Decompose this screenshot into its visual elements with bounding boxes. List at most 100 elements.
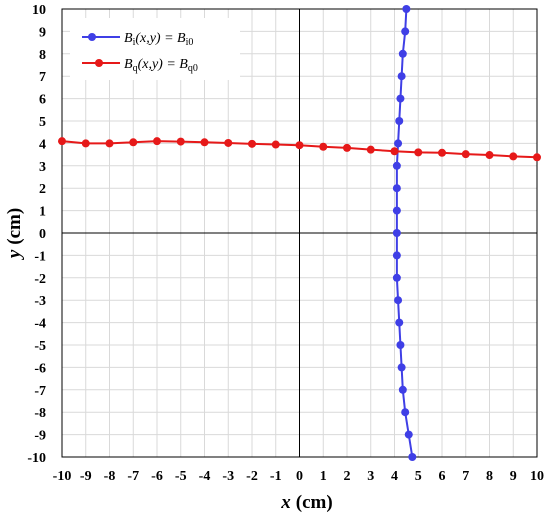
plot-border [61,8,538,458]
legend-label-bq: Bq(x,y) = Bq0 [124,57,198,74]
data-point [396,94,405,103]
data-point [319,142,328,151]
data-point [392,206,401,215]
data-point [396,341,405,349]
data-point [366,145,375,154]
x-tick-label: 2 [344,469,351,484]
data-point [58,137,66,146]
y-tick-label: 7 [39,70,46,85]
x-tick-label: -2 [246,469,258,484]
y-tick-label: -6 [34,361,46,376]
x-tick-label: 4 [391,469,398,484]
y-tick-label: -8 [34,406,46,421]
data-point [509,152,518,161]
data-point [392,161,401,170]
data-point [402,5,411,13]
y-tick-label: 4 [39,137,46,152]
y-tick-label: 6 [39,93,46,108]
data-point [533,153,541,162]
data-point [398,49,407,58]
x-tick-label: -4 [199,469,211,484]
y-tick-label: -5 [34,339,46,354]
x-axis-var: x [280,492,291,513]
x-tick-label: 7 [462,469,469,484]
y-tick-label: -2 [34,272,46,287]
x-tick-labels: -10 -9 -8 -7 -6 -5 -4 -3 -2 -1 0 1 2 3 4 5 6 7 8 9 10 [53,469,544,484]
y-tick-label: -7 [34,384,46,399]
data-point [398,385,407,394]
legend-marker-bq [95,59,103,67]
data-point [394,296,403,305]
x-tick-label: 1 [320,469,327,484]
y-tick-label: -9 [34,429,46,444]
data-point [176,137,185,146]
data-point [343,143,351,152]
data-point [397,72,406,81]
x-tick-label: 10 [530,469,544,484]
x-tick-label: -10 [53,469,72,484]
x-tick-label: 6 [439,469,446,484]
zero-axes [62,9,537,457]
data-point [401,408,410,417]
data-point [200,138,209,147]
plot-frame [61,8,538,458]
y-tick-label: -1 [34,249,46,264]
y-tick-label: 1 [39,205,46,220]
data-point [395,117,404,125]
data-point [392,251,401,260]
y-tick-label: 2 [39,182,46,197]
data-point [390,147,399,156]
data-point [394,139,403,148]
y-tick-label: 5 [39,115,46,130]
legend-marker-bi [88,33,96,41]
data-point [129,138,138,147]
data-point [414,148,423,157]
legend-entry-bi: Bi(x,y) = Bi0 [82,31,193,48]
y-axis-unit: (cm) [4,208,25,245]
data-point [395,318,404,327]
data-point [392,184,401,193]
y-tick-label: 10 [32,3,46,18]
x-tick-label: 0 [296,469,303,484]
y-tick-label: -4 [34,317,46,332]
x-tick-label: -8 [104,469,116,484]
legend-label-bi: Bi(x,y) = Bi0 [124,31,193,48]
data-point [461,150,470,159]
data-point [408,453,417,461]
x-tick-label: -7 [127,469,139,484]
data-point [401,27,410,36]
x-tick-label: -5 [175,469,187,484]
data-point [485,151,494,160]
data-point [153,137,161,146]
data-point [224,138,233,147]
legend-entry-bq: Bq(x,y) = Bq0 [82,57,198,74]
data-point [105,139,114,148]
series-0 [392,5,417,461]
y-tick-label: -3 [34,294,46,309]
y-tick-label: -10 [27,451,46,466]
x-tick-label: -1 [270,469,282,484]
y-tick-label: 3 [39,160,46,175]
series-layer [58,5,541,461]
y-axis-var: y [4,249,25,260]
x-axis-title: x (cm) [280,492,332,513]
x-tick-label: 9 [510,469,517,484]
data-point [81,139,90,148]
data-point [438,148,446,157]
y-tick-label: 9 [39,25,46,40]
data-point [404,430,413,439]
series-1 [58,137,541,162]
x-tick-label: 8 [486,469,493,484]
data-point [248,139,256,148]
y-axis-title: y (cm) [4,208,25,260]
x-tick-label: 5 [415,469,422,484]
x-tick-label: 3 [367,469,374,484]
data-point [295,141,304,150]
x-tick-label: -9 [80,469,92,484]
data-point [392,273,401,282]
legend: Bi(x,y) = Bi0 Bq(x,y) = Bq0 [70,18,240,80]
legend-background [70,18,240,80]
